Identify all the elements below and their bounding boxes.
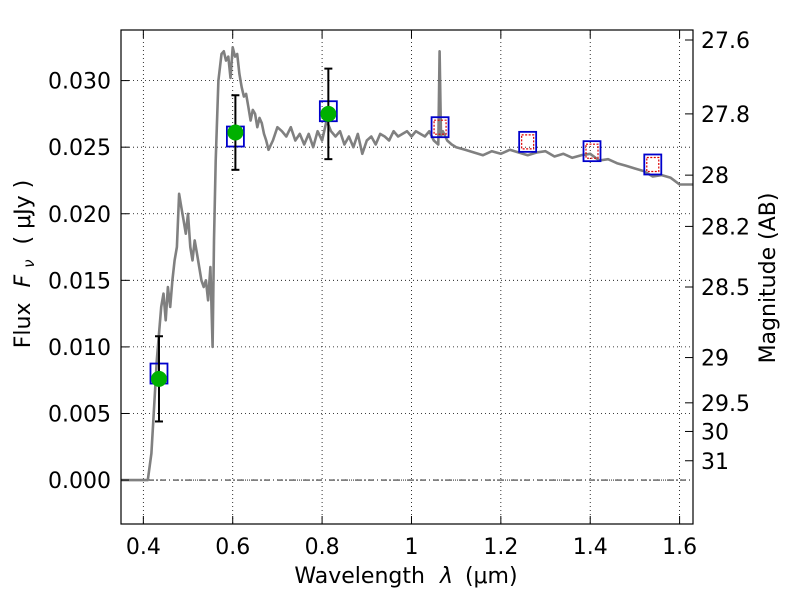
y-tick-label: 0.010 [48,336,111,361]
y-tick-label: 0.005 [48,402,111,427]
model-flux-square [430,116,450,139]
marker-layer [149,67,663,423]
y-axis-label-text: Flux [11,302,36,348]
detection-marker [320,105,337,122]
x-tick-label: 0.6 [215,535,250,560]
nondetection-marker [646,156,660,173]
mag-tick-label: 27.6 [701,29,750,54]
model-flux-square [518,130,538,153]
y-tick-label: 0.030 [48,70,111,95]
model-flux-square [582,140,602,163]
x-tick-label: 1.4 [573,535,608,560]
grid-layer [121,30,693,524]
mag-tick-label: 28.2 [701,215,750,240]
mag-tick-label: 29.5 [701,392,750,417]
detection-marker [150,370,167,387]
y-tick-label: 0.020 [48,203,111,228]
mag-tick-label: 31 [701,450,729,475]
y-tick-label: 0.000 [48,469,111,494]
y-axis-label: Flux F ν ( μJy ) [11,180,40,348]
sed-model-curve [121,45,693,482]
plot-frame [120,29,694,525]
y2-axis-label: Magnitude (AB) [756,193,781,364]
nondetection-marker [585,143,599,159]
x-tick-label: 0.8 [305,535,340,560]
model-layer [121,45,693,482]
y-tick-label: 0.015 [48,269,111,294]
x-tick-label: 0.4 [126,535,161,560]
x-axis-label-symbol: λ [439,564,453,589]
x-axis-label: Wavelength λ (μm) [294,564,517,589]
x-axis-label-text: Wavelength [294,564,425,589]
mag-tick-label: 29 [701,347,729,372]
nondetection-marker [521,134,535,150]
mag-tick-label: 28.5 [701,276,750,301]
x-tick-label: 1.2 [483,535,518,560]
mag-tick-label: 28 [701,164,729,189]
x-axis-label-unit: (μm) [465,564,518,589]
mag-tick-label: 27.8 [701,103,750,128]
mag-tick-label: 30 [701,420,729,445]
y-axis-label-subscript: ν [20,259,38,267]
y-axis-label-symbol: F [11,274,36,287]
y-axis-label-unit: ( μJy ) [11,180,36,245]
x-tick-label: 1.6 [662,535,697,560]
nondetection-marker [433,119,447,135]
model-flux-square [643,153,663,176]
detection-marker [227,124,244,141]
x-tick-label: 1 [404,535,418,560]
y-tick-label: 0.025 [48,136,111,161]
tick-layer: 0.4 0.6 0.8 1 1.2 1.4 1.6 0.000 0.005 0.010 0.015 0… [48,29,750,560]
